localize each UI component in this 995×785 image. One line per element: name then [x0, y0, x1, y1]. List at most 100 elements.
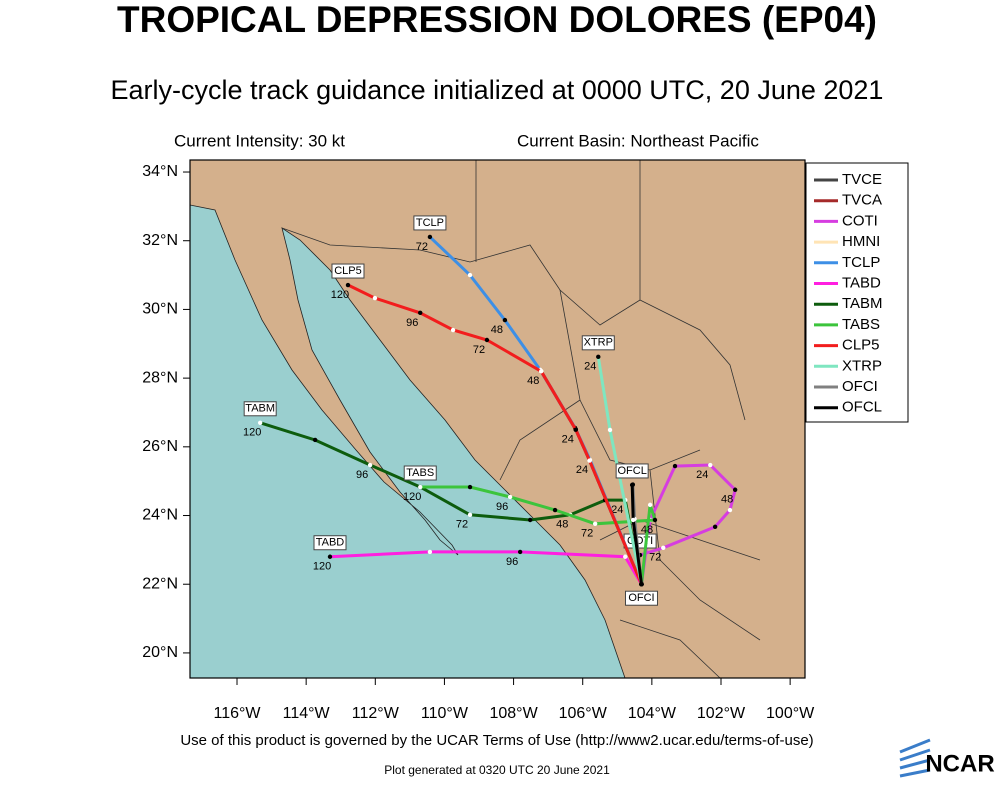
footer: Use of this product is governed by the U…: [180, 732, 813, 749]
hour-label: 48: [491, 324, 503, 336]
hour-label: 48: [641, 524, 653, 536]
track-point: [652, 517, 658, 523]
hour-label: 96: [506, 556, 518, 568]
track-point: [467, 272, 473, 278]
legend-label: COTI: [842, 212, 878, 229]
x-tick-label: 116°W: [214, 705, 262, 722]
track-point: [372, 295, 378, 301]
axes: 116°W 114°W 112°W 110°W 108°W 106°W 104°W 102°W…: [142, 163, 815, 722]
track-point: [712, 524, 718, 530]
track-point: [607, 427, 613, 433]
y-tick-label: 24°N: [142, 507, 178, 524]
track-point: [312, 437, 318, 443]
x-tick-label: 108°W: [489, 705, 538, 722]
track-point: [727, 507, 733, 513]
x-tick-label: 112°W: [352, 705, 400, 722]
track-point: [708, 462, 713, 468]
y-tick-label: 22°N: [142, 575, 178, 592]
x-tick-label: 100°W: [766, 705, 815, 722]
track-point: [418, 310, 423, 316]
track-point: [507, 494, 513, 500]
track-point: [367, 462, 373, 468]
track-point: [630, 517, 636, 523]
x-tick-label: 104°W: [628, 705, 677, 722]
basin: Current Basin: Northeast Pacific: [517, 131, 759, 150]
track-tag-box: [313, 535, 347, 551]
legend-label: OFCI: [842, 378, 878, 395]
legend-label: TABS: [842, 316, 880, 333]
y-tick-label: 32°N: [142, 232, 178, 249]
track-point: [732, 487, 738, 492]
y-tick-label: 28°N: [142, 369, 178, 386]
track-tag: TABD: [316, 537, 345, 549]
legend-label: TVCE: [842, 171, 882, 188]
track-point: [552, 507, 558, 513]
track-point: [629, 482, 635, 488]
track-point: [623, 554, 628, 559]
y-tick-label: 26°N: [142, 438, 178, 455]
legend-box: [805, 162, 909, 423]
hour-label: 24: [584, 361, 596, 373]
hour-label: 120: [243, 427, 261, 439]
hour-label: 48: [527, 375, 539, 387]
legend: TVCE TVCA COTI HMNI TCLP TABD TABM TABS CLP5 XTRP…: [805, 162, 909, 423]
track-point: [596, 354, 601, 360]
hour-label: 72: [649, 552, 661, 564]
generated: Plot generated at 0320 UTC 20 June 2021: [384, 763, 610, 777]
water: [189, 204, 626, 679]
hour-label: 24: [562, 434, 574, 446]
borders: [281, 160, 761, 679]
track-point: [427, 549, 433, 555]
legend-label: TCLP: [842, 254, 880, 271]
track-point: [573, 427, 579, 432]
logo: NCAR: [925, 750, 994, 777]
track-point: [539, 369, 544, 374]
hour-label: 72: [473, 344, 485, 356]
y-tick-label: 34°N: [142, 163, 178, 180]
subtitle: Early-cycle track guidance initialized a…: [111, 75, 884, 105]
track-tag-box: [615, 463, 649, 479]
legend-label: CLP5: [842, 337, 880, 354]
track-point: [327, 554, 333, 559]
track-point: [672, 463, 678, 469]
track-tag: CLP5: [334, 265, 362, 277]
legend-label: OFCL: [842, 399, 882, 416]
track-point: [661, 545, 666, 551]
hour-label: 24: [611, 504, 623, 516]
track-tag: OFCI: [628, 592, 654, 604]
track-point: [467, 512, 473, 518]
hour-label: 48: [556, 519, 568, 531]
track-point: [517, 549, 523, 555]
track-point: [647, 502, 653, 508]
track-tag: TCLP: [416, 217, 444, 229]
y-tick-label: 30°N: [142, 301, 178, 318]
map-base: [189, 160, 805, 679]
track-point: [639, 582, 644, 587]
track-point: [587, 458, 592, 463]
track-point: [467, 484, 473, 490]
track-tag: TABM: [245, 403, 275, 415]
tracks: 244872COTI244872TCLP96120TABD24487296120…: [243, 215, 738, 606]
track-point: [450, 327, 456, 333]
track-point: [484, 337, 490, 343]
track-tag-box: [403, 465, 437, 481]
track-tag-box: [624, 590, 658, 606]
legend-label: XTRP: [842, 357, 882, 374]
track-point: [345, 282, 351, 288]
hour-label: 72: [416, 241, 428, 253]
legend-label: TABD: [842, 274, 881, 291]
hour-label: 72: [456, 519, 468, 531]
hour-label: 120: [403, 491, 421, 503]
track-tag-box: [331, 263, 365, 279]
x-tick-label: 102°W: [697, 705, 746, 722]
track-tag-box: [243, 401, 277, 417]
track-point: [427, 234, 433, 240]
frame: [189, 159, 806, 679]
track: [259, 421, 643, 585]
title: TROPICAL DEPRESSION DOLORES (EP04): [117, 0, 877, 40]
track-tag-box: [581, 335, 615, 351]
hour-label: 72: [581, 528, 593, 540]
track-point: [502, 317, 508, 323]
hour-label: 120: [313, 561, 331, 573]
